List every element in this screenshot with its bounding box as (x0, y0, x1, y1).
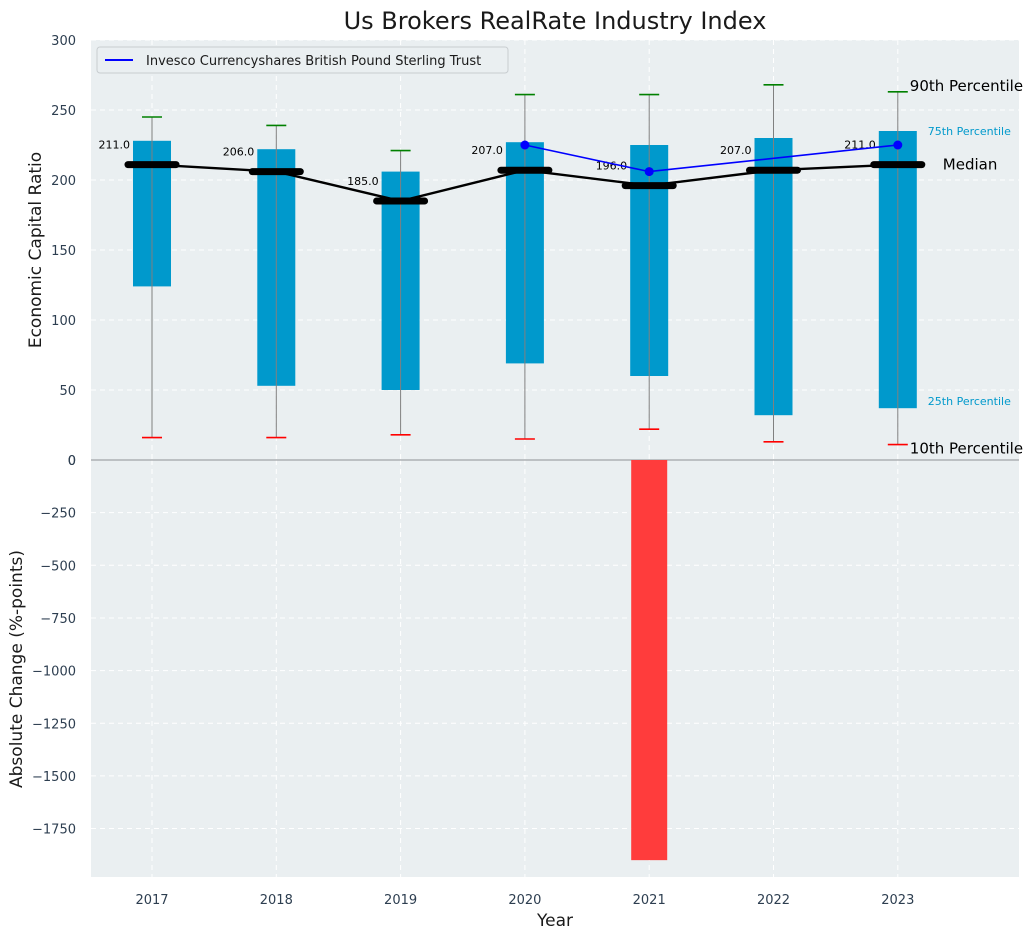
top-y-tick-label: 50 (59, 384, 76, 399)
median-value-label: 196.0 (596, 160, 628, 173)
top-y-tick-label: 0 (68, 454, 76, 469)
x-tick-label: 2023 (881, 893, 914, 908)
change-bar (631, 460, 668, 861)
median-value-label: 207.0 (471, 144, 503, 157)
bottom-y-tick-label: −500 (40, 559, 76, 574)
legend-box (96, 46, 509, 74)
median-value-label: 185.0 (347, 175, 379, 188)
top-y-tick-label: 100 (51, 314, 76, 329)
bottom-panel: 0 −250 −500 −750 −1000 −1250 −1500 −1750 2017 201… (32, 454, 1019, 908)
top-y-tick-label: 250 (51, 104, 76, 119)
p25-annotation: 25th Percentile (928, 395, 1011, 408)
p75-annotation: 75th Percentile (928, 125, 1011, 138)
median-annotation: Median (943, 156, 998, 174)
x-tick-label: 2017 (135, 893, 168, 908)
x-axis-title: Year (536, 911, 573, 931)
x-tick-label: 2019 (384, 893, 417, 908)
x-tick-label: 2018 (260, 893, 293, 908)
top-panel: 0 50 100 150 200 250 300 211.0 206.0 185.0 207.0 19… (51, 34, 1023, 469)
bottom-y-tick-label: −1500 (32, 770, 76, 785)
bottom-y-axis-title: Absolute Change (%-points) (7, 550, 27, 788)
x-tick-label: 2020 (508, 893, 541, 908)
p90-annotation: 90th Percentile (910, 77, 1023, 95)
top-y-tick-label: 300 (51, 34, 76, 49)
company-series-point (520, 140, 530, 150)
median-value-label: 211.0 (99, 139, 131, 152)
top-y-tick-label: 200 (51, 174, 76, 189)
bottom-y-tick-label: −250 (40, 507, 76, 522)
bottom-plot-area (91, 460, 1019, 877)
company-series-point (893, 140, 903, 150)
legend-label: Invesco Currencyshares British Pound Ste… (146, 54, 481, 69)
x-tick-label: 2021 (633, 893, 666, 908)
p10-annotation: 10th Percentile (910, 440, 1023, 458)
chart-title: Us Brokers RealRate Industry Index (344, 7, 767, 35)
median-value-label: 206.0 (223, 146, 255, 159)
median-value-label: 207.0 (720, 144, 752, 157)
bottom-y-tick-label: −1250 (32, 717, 76, 732)
bottom-y-tick-label: −1750 (32, 823, 76, 838)
bottom-y-tick-label: −1000 (32, 665, 76, 680)
x-tick-label: 2022 (757, 893, 790, 908)
bottom-y-tick-label: 0 (68, 454, 76, 469)
top-y-axis-title: Economic Capital Ratio (26, 152, 46, 348)
top-y-tick-label: 150 (51, 244, 76, 259)
bottom-y-tick-label: −750 (40, 612, 76, 627)
company-series-point (644, 167, 654, 177)
